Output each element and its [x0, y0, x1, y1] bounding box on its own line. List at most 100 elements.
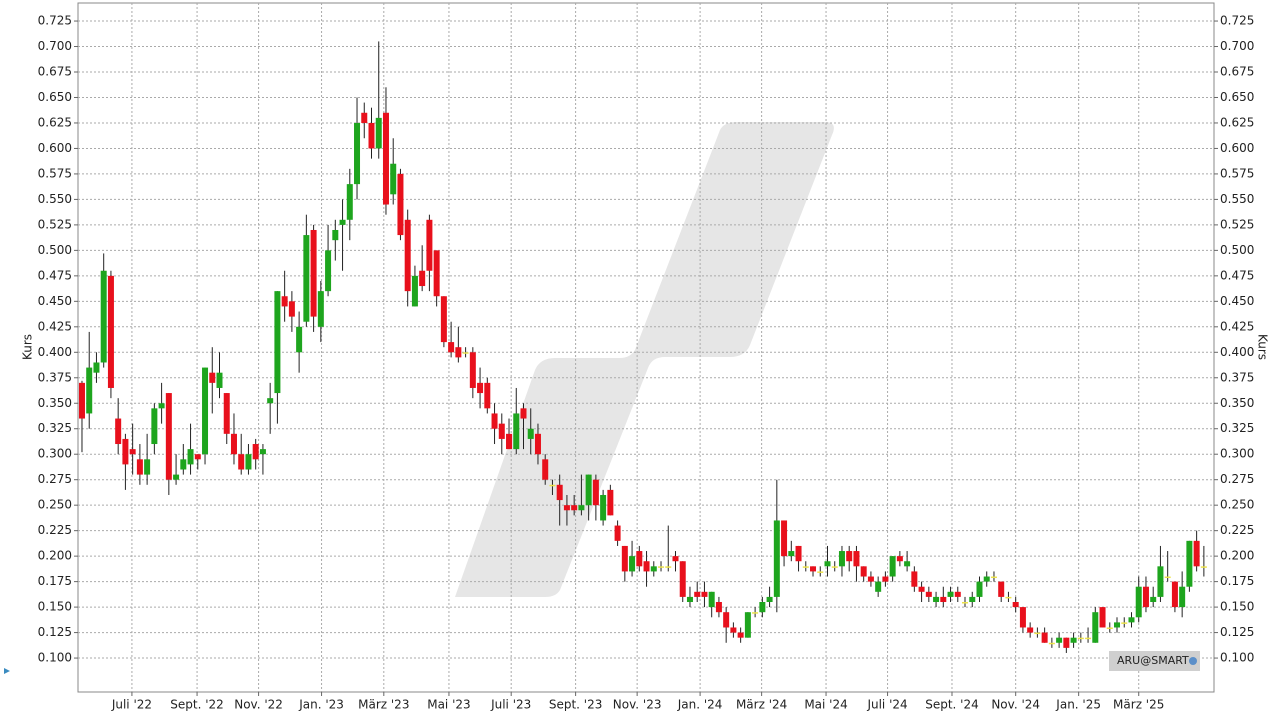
legend-icon — [1189, 657, 1197, 665]
candle-body — [665, 566, 672, 568]
corner-icon — [4, 668, 10, 674]
x-tick-label: Juli '22 — [111, 698, 152, 712]
legend-label: ARU@SMART — [1117, 654, 1189, 667]
candle-body — [1085, 637, 1092, 640]
y2-tick-label: 0.275 — [1220, 472, 1254, 486]
x-tick-label: Jan. '24 — [677, 698, 723, 712]
x-tick-label: Sept. '24 — [925, 698, 979, 712]
candle-body — [1099, 607, 1106, 628]
candle-body — [1193, 540, 1200, 567]
y-tick-label: 0.175 — [38, 574, 72, 588]
candle-body — [592, 479, 599, 506]
candle-body — [896, 556, 903, 562]
candle-body — [180, 459, 187, 470]
y-tick-label: 0.275 — [38, 472, 72, 486]
candle-body — [375, 117, 382, 149]
candle-body — [954, 591, 961, 597]
candle-body — [1157, 566, 1164, 597]
candle-body — [151, 408, 158, 445]
candle-body — [650, 566, 657, 572]
y2-tick-label: 0.125 — [1220, 625, 1254, 639]
candle-body — [614, 525, 621, 541]
x-tick-label: Nov. '24 — [991, 698, 1040, 712]
y-tick-label: 0.625 — [38, 115, 72, 129]
candle-body — [563, 505, 570, 511]
candle-body — [520, 408, 527, 419]
candle-body — [173, 474, 180, 480]
candle-body — [1056, 637, 1063, 643]
candle-body — [303, 235, 310, 322]
y-tick-label: 0.200 — [38, 549, 72, 563]
candle-body — [223, 393, 230, 434]
y2-tick-label: 0.175 — [1220, 574, 1254, 588]
candle-body — [1041, 632, 1048, 643]
candle-body — [484, 382, 491, 409]
candle-body — [976, 581, 983, 597]
candle-body — [636, 551, 643, 567]
candle-body — [1027, 627, 1034, 633]
y-tick-label: 0.125 — [38, 625, 72, 639]
y-tick-label: 0.500 — [38, 243, 72, 257]
y2-tick-label: 0.675 — [1220, 65, 1254, 79]
candle-body — [1179, 586, 1186, 608]
candle-body — [187, 449, 194, 465]
candle-body — [853, 551, 860, 567]
candle-body — [817, 571, 824, 573]
candle-body — [831, 566, 838, 568]
candle-body — [411, 275, 418, 307]
candle-body — [115, 418, 122, 445]
candle-body — [781, 520, 788, 557]
candle-body — [426, 219, 433, 271]
x-tick-label: Sept. '22 — [170, 698, 224, 712]
candle-body — [766, 596, 773, 603]
y-tick-label: 0.700 — [38, 39, 72, 53]
candle-body — [339, 219, 346, 225]
candle-body — [585, 474, 592, 506]
candle-body — [621, 545, 628, 572]
candle-body — [1063, 637, 1070, 648]
candle-body — [165, 393, 172, 480]
x-tick-label: Mai '23 — [427, 698, 470, 712]
y2-tick-label: 0.425 — [1220, 319, 1254, 333]
candle-body — [1164, 576, 1171, 579]
candle-body — [382, 112, 389, 205]
candle-body — [498, 423, 505, 439]
candle-body — [325, 250, 332, 292]
y-tick-label: 0.225 — [38, 523, 72, 537]
candle-body — [1186, 540, 1193, 587]
candle-body — [571, 505, 578, 511]
candle-body — [245, 454, 252, 470]
candle-body — [701, 591, 708, 597]
candle-body — [216, 372, 223, 388]
y2-tick-label: 0.300 — [1220, 447, 1254, 461]
candle-body — [93, 362, 100, 373]
candle-body — [694, 591, 701, 597]
candle-body — [723, 612, 730, 628]
y-tick-label: 0.375 — [38, 370, 72, 384]
x-tick-label: Sept. '23 — [549, 698, 603, 712]
candle-body — [1128, 617, 1135, 623]
y-tick-label: 0.600 — [38, 141, 72, 155]
candle-body — [202, 367, 209, 455]
x-tick-label: Nov. '23 — [613, 698, 662, 712]
y2-tick-label: 0.200 — [1220, 549, 1254, 563]
candle-body — [962, 602, 969, 604]
candle-body — [477, 382, 484, 394]
y2-tick-label: 0.350 — [1220, 396, 1254, 410]
candle-body — [918, 586, 925, 592]
candle-body — [810, 566, 817, 572]
x-tick-label: Mai '24 — [804, 698, 847, 712]
candle-body — [795, 545, 802, 562]
y-tick-label: 0.575 — [38, 166, 72, 180]
candle-body — [773, 520, 780, 597]
candle-body — [1121, 622, 1128, 624]
candle-body — [752, 612, 759, 614]
candle-body — [455, 347, 462, 358]
x-tick-label: Juli '24 — [866, 698, 907, 712]
candle-body — [86, 367, 93, 414]
candle-body — [1012, 602, 1019, 608]
candle-body — [549, 484, 556, 487]
candle-body — [144, 459, 151, 475]
y2-tick-label: 0.700 — [1220, 39, 1254, 53]
